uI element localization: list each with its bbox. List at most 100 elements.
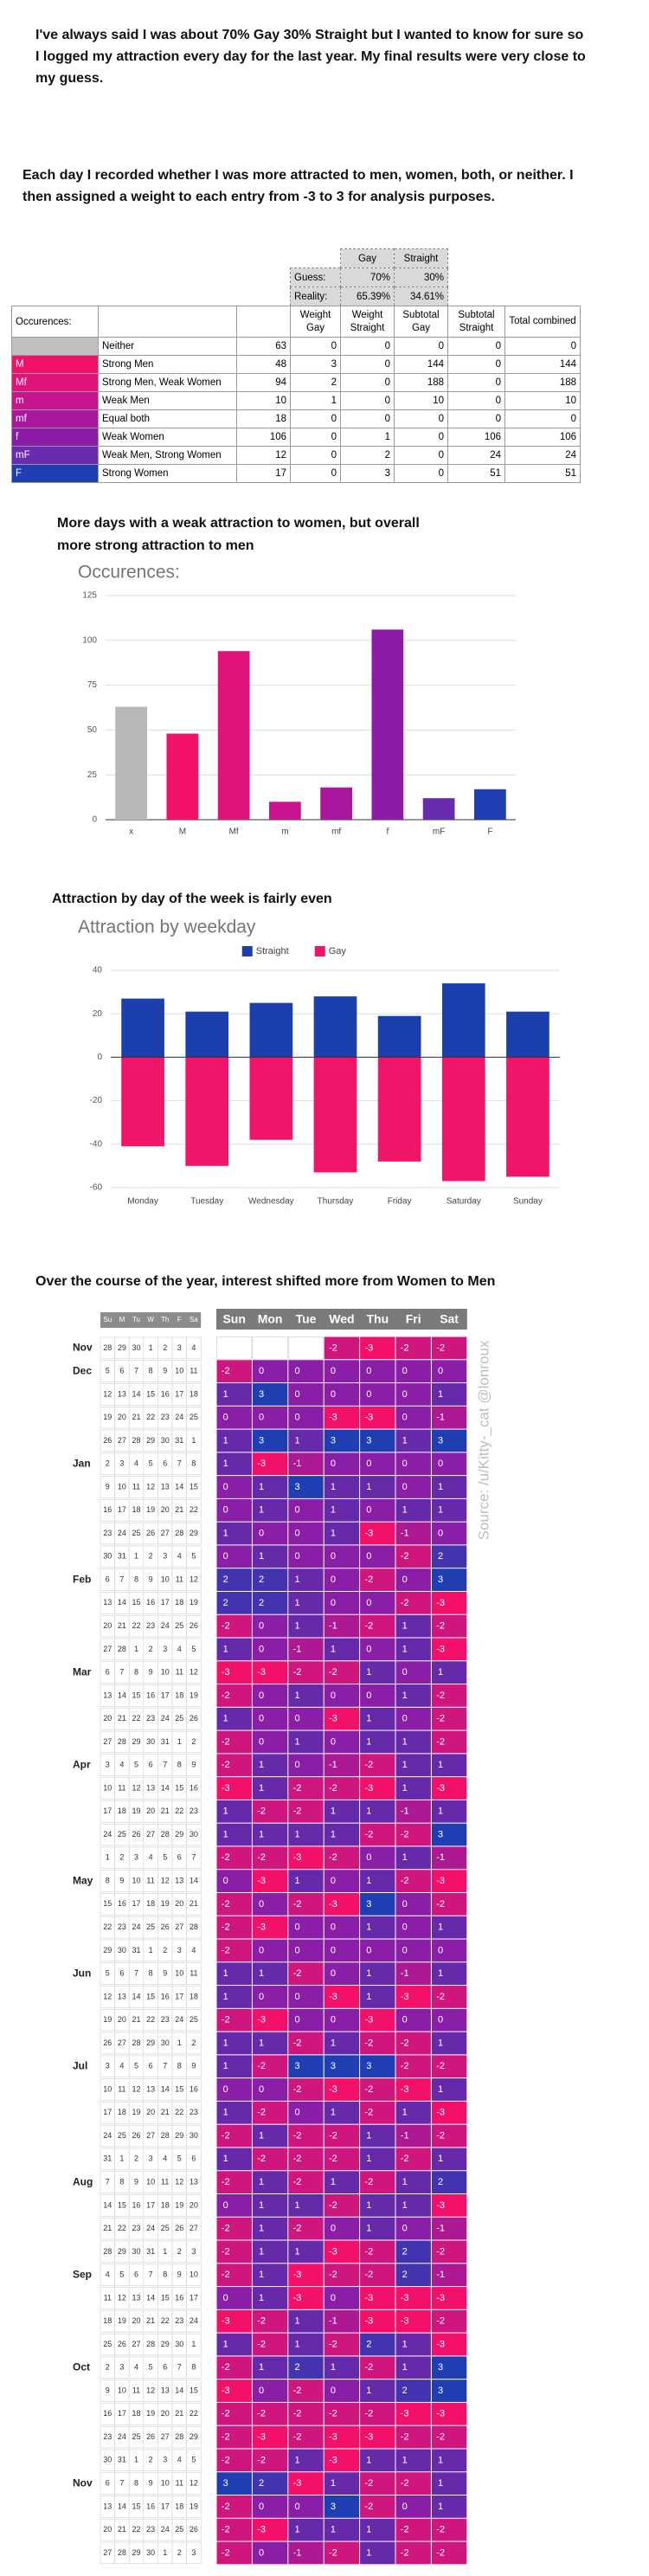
heat-label: -2 bbox=[329, 1852, 337, 1863]
heat-cell bbox=[324, 2541, 360, 2565]
heat-label: 0 bbox=[366, 1366, 371, 1376]
heat-label: -1 bbox=[401, 2130, 409, 2141]
heat-cell bbox=[216, 2380, 252, 2402]
bar bbox=[320, 787, 352, 820]
calendar-day: 15 bbox=[161, 2293, 170, 2302]
calendar-day: 29 bbox=[132, 2548, 140, 2557]
heat-cell bbox=[431, 1846, 467, 1870]
heat-cell bbox=[360, 2148, 395, 2171]
heat-cell bbox=[324, 2402, 360, 2425]
calendar-day: 2 bbox=[191, 2038, 196, 2047]
heat-label: 0 bbox=[331, 2015, 336, 2025]
method-text: Each day I recorded whether I was more a… bbox=[22, 168, 574, 204]
heat-cell bbox=[252, 2287, 288, 2309]
data-table: Gay Straight Guess: 70% 30% Reality: 65.39% 34.… bbox=[11, 248, 581, 483]
x-tick-label: F bbox=[487, 828, 492, 837]
heat-label: -3 bbox=[436, 2409, 445, 2419]
calendar-day: 16 bbox=[103, 2409, 112, 2418]
heat-cell bbox=[360, 2287, 395, 2309]
table-row: m Weak Men 10 1 0 10 0 10 bbox=[11, 391, 581, 410]
heat-cell bbox=[288, 1916, 324, 1939]
y-tick-label: 40 bbox=[93, 966, 103, 976]
heat-label: 0 bbox=[259, 1714, 264, 1724]
calendar-cell bbox=[186, 1336, 202, 1360]
calendar-day: 23 bbox=[161, 1413, 170, 1421]
calendar-day: 21 bbox=[175, 2409, 183, 2418]
heat-label: 1 bbox=[402, 1690, 408, 1701]
calendar-day: 9 bbox=[149, 2478, 153, 2487]
heat-label: -3 bbox=[293, 2478, 302, 2489]
calendar-day: 6 bbox=[119, 1969, 124, 1978]
heat-cell bbox=[360, 1684, 395, 1707]
calendar-day: 6 bbox=[163, 1459, 167, 1468]
calendar-day: 10 bbox=[146, 2177, 155, 2186]
calendar-cell bbox=[186, 1407, 202, 1429]
heat-label: 1 bbox=[259, 2362, 264, 2373]
heat-cell bbox=[324, 1962, 360, 1986]
heat-label: -3 bbox=[329, 2246, 337, 2257]
calendar-day: 21 bbox=[118, 2525, 126, 2534]
heat-cell bbox=[288, 2240, 324, 2264]
heat-label: -2 bbox=[364, 1760, 373, 1770]
heat-label: 1 bbox=[259, 2246, 264, 2257]
calendar-cell bbox=[186, 2240, 202, 2264]
heat-cell bbox=[431, 2032, 467, 2055]
heat-cell bbox=[395, 1730, 431, 1754]
calendar-day: 8 bbox=[134, 2478, 138, 2487]
heat-label: 1 bbox=[294, 1621, 299, 1632]
heat-label: 0 bbox=[438, 2015, 443, 2025]
table-cell: Subtotal Gay bbox=[394, 306, 448, 338]
chart-heading: More days with a weak attraction to wome… bbox=[57, 516, 420, 553]
calendar-day: 16 bbox=[118, 1899, 126, 1908]
heat-label: 0 bbox=[331, 1945, 336, 1955]
month-label: Aug bbox=[73, 2175, 93, 2187]
heat-cell bbox=[431, 2472, 467, 2495]
calendar-cell bbox=[186, 2380, 202, 2402]
heat-cell bbox=[288, 1939, 324, 1962]
heat-cell bbox=[288, 1591, 324, 1614]
heat-cell bbox=[395, 1892, 431, 1916]
heat-cell bbox=[324, 1684, 360, 1707]
heat-cell bbox=[252, 1846, 288, 1870]
calendar-day: 26 bbox=[132, 2131, 140, 2140]
heat-cell bbox=[324, 1754, 360, 1777]
calendar-day: 19 bbox=[190, 2502, 198, 2510]
heat-label: -3 bbox=[364, 1343, 373, 1353]
heat-label: -2 bbox=[222, 2525, 230, 2535]
heat-cell bbox=[324, 2309, 360, 2333]
heat-cell bbox=[324, 2472, 360, 2495]
heat-label: 0 bbox=[402, 1413, 408, 1423]
x-tick-label: Tuesday bbox=[190, 1197, 223, 1207]
heat-cell bbox=[216, 2541, 252, 2565]
heat-cell bbox=[216, 2449, 252, 2472]
heat-cell bbox=[324, 1870, 360, 1892]
heat-label: 0 bbox=[223, 1551, 228, 1562]
heat-cell bbox=[288, 1892, 324, 1916]
heat-cell bbox=[216, 2193, 252, 2217]
heat-cell bbox=[216, 2425, 252, 2449]
heat-label: -2 bbox=[401, 1343, 409, 1353]
y-tick-label: 100 bbox=[82, 635, 97, 645]
x-tick-label: m bbox=[281, 828, 288, 837]
heat-cell bbox=[288, 1452, 324, 1476]
chart-title: Occurences: bbox=[78, 563, 180, 583]
heat-label: 1 bbox=[366, 2525, 371, 2535]
heat-cell bbox=[288, 2541, 324, 2565]
heat-cell bbox=[395, 1591, 431, 1614]
calendar-day: 9 bbox=[106, 1482, 110, 1491]
calendar-day: 16 bbox=[103, 1505, 112, 1514]
heat-cell bbox=[395, 1707, 431, 1730]
heat-label: 1 bbox=[331, 1644, 336, 1654]
heat-label: -3 bbox=[364, 1783, 373, 1794]
heat-cell bbox=[324, 2124, 360, 2148]
calendar-day: 6 bbox=[149, 1761, 153, 1769]
heat-label: -3 bbox=[293, 2270, 302, 2280]
heat-label: -2 bbox=[222, 1690, 230, 1701]
month-label: Feb bbox=[73, 1573, 91, 1585]
heat-label: -2 bbox=[329, 2154, 337, 2164]
heat-label: 1 bbox=[366, 1968, 371, 1979]
heat-cell bbox=[288, 1360, 324, 1383]
heat-label: -2 bbox=[222, 1760, 230, 1770]
heat-label: 1 bbox=[294, 1876, 299, 1886]
calendar-day: 24 bbox=[161, 1621, 170, 1630]
